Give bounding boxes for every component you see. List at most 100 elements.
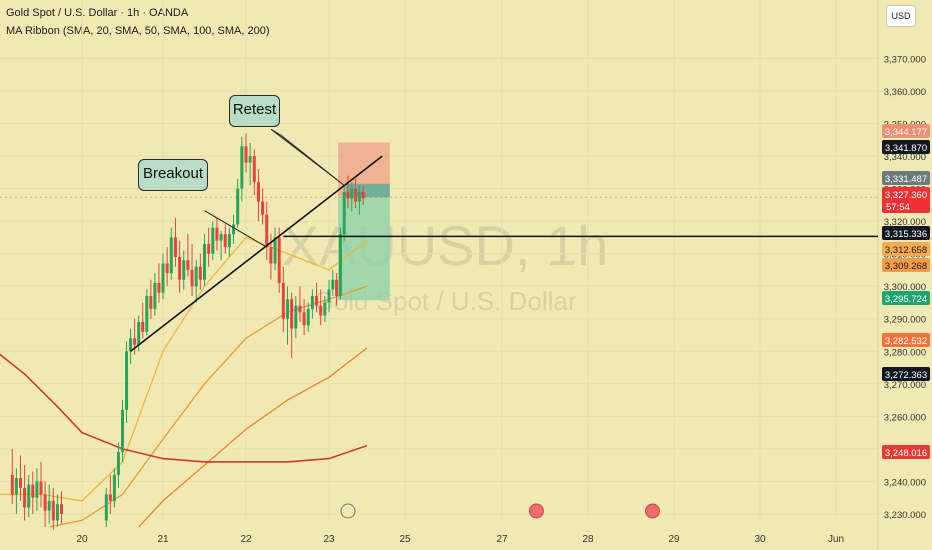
candle-body bbox=[319, 305, 323, 316]
candle-body bbox=[173, 237, 177, 257]
y-tick-label: 3,240.000 bbox=[884, 477, 926, 488]
price-tag-label: 3,272.363 bbox=[885, 370, 927, 381]
candle-body bbox=[60, 504, 63, 514]
candle-body bbox=[14, 478, 18, 495]
candle-body bbox=[338, 234, 342, 296]
price-tag-label: 3,315.336 bbox=[885, 229, 927, 240]
candle-body bbox=[51, 500, 55, 521]
candle-body bbox=[39, 481, 43, 495]
y-tick-label: 3,290.000 bbox=[884, 315, 926, 326]
x-tick-label: 29 bbox=[668, 534, 680, 545]
price-tag bbox=[882, 124, 930, 138]
candle-body bbox=[286, 299, 289, 319]
candle-body bbox=[19, 478, 22, 488]
price-tag bbox=[882, 187, 930, 213]
price-tag-label: 3,295.724 bbox=[885, 294, 927, 305]
candle-body bbox=[211, 227, 215, 254]
candle-body bbox=[153, 282, 157, 309]
candle-body bbox=[306, 308, 310, 326]
candle-body bbox=[116, 452, 120, 475]
event-marker-icon bbox=[528, 503, 544, 519]
candle-body bbox=[357, 191, 361, 202]
candle-body bbox=[248, 156, 252, 163]
candle-body bbox=[265, 214, 269, 248]
candle-body bbox=[219, 234, 223, 241]
candle-body bbox=[165, 263, 169, 274]
candle-body bbox=[223, 234, 227, 248]
candle-body bbox=[323, 302, 327, 316]
candle-body bbox=[108, 494, 112, 501]
candle-body bbox=[294, 305, 298, 329]
candle-body bbox=[331, 279, 335, 290]
candle-body bbox=[31, 484, 35, 498]
event-marker-icon bbox=[645, 503, 660, 519]
price-tag bbox=[882, 445, 930, 459]
price-tag-label: 3,282.532 bbox=[885, 336, 927, 347]
candle-body bbox=[273, 237, 277, 264]
candle-body bbox=[137, 321, 141, 345]
candle-body bbox=[145, 295, 149, 332]
price-tag bbox=[882, 258, 930, 272]
candle-body bbox=[47, 500, 51, 511]
candle-body bbox=[236, 188, 240, 225]
candle-body bbox=[55, 504, 59, 521]
candle-body bbox=[129, 338, 133, 352]
currency-button[interactable]: USD bbox=[886, 5, 916, 27]
take-profit-zone bbox=[338, 196, 390, 301]
sma-50-line bbox=[49, 285, 368, 528]
retest-callout: Retest bbox=[229, 95, 280, 127]
y-tick-label: 3,230.000 bbox=[884, 510, 926, 521]
candle-body bbox=[244, 146, 248, 163]
sma-100-line bbox=[138, 347, 368, 528]
candle-body bbox=[215, 227, 219, 241]
candle-body bbox=[354, 188, 358, 202]
candle-body bbox=[346, 191, 350, 199]
price-tag-label: 3,341.870 bbox=[885, 143, 927, 154]
price-tag-label: 3,327.360 bbox=[885, 190, 927, 201]
price-tag-label: 3,248.016 bbox=[885, 448, 927, 459]
candle-body bbox=[277, 237, 281, 283]
candle-body bbox=[161, 263, 165, 293]
x-tick-label: 27 bbox=[496, 534, 508, 545]
y-tick-label: 3,260.000 bbox=[884, 412, 926, 423]
candle-body bbox=[23, 487, 27, 508]
y-tick-label: 3,340.000 bbox=[884, 152, 926, 163]
price-tag bbox=[882, 291, 930, 305]
candle-body bbox=[207, 243, 211, 254]
x-tick-label: 20 bbox=[76, 534, 88, 545]
candle-body bbox=[182, 260, 186, 280]
candle-body bbox=[261, 201, 265, 215]
indicator-title: MA Ribbon (SMA, 20, SMA, 50, SMA, 100, S… bbox=[6, 25, 270, 37]
breakout-pointer bbox=[204, 210, 268, 248]
x-tick-label: 28 bbox=[582, 534, 594, 545]
breakout-callout: Breakout bbox=[138, 159, 208, 191]
y-tick-label: 3,280.000 bbox=[884, 347, 926, 358]
candle-body bbox=[310, 295, 314, 309]
candle-body bbox=[232, 224, 236, 235]
watermark: XAUUSD, 1h Gold Spot / U.S. Dollar bbox=[282, 214, 609, 316]
price-tag bbox=[882, 242, 930, 256]
price-tag-label: 3,331.487 bbox=[885, 174, 927, 185]
x-tick-label: 30 bbox=[754, 534, 766, 545]
candle-body bbox=[290, 299, 294, 329]
candle-body bbox=[169, 237, 173, 274]
y-tick-label: 3,300.000 bbox=[884, 282, 926, 293]
candle-body bbox=[256, 182, 260, 202]
y-tick-label: 3,270.000 bbox=[884, 380, 926, 391]
price-tag bbox=[882, 333, 930, 347]
candle-body bbox=[281, 282, 285, 319]
x-tick-label: 23 bbox=[323, 534, 335, 545]
candle-body bbox=[302, 312, 306, 326]
candle-body bbox=[104, 494, 108, 521]
candle-body bbox=[125, 351, 129, 410]
candle-body bbox=[43, 494, 47, 511]
y-tick-label: 3,360.000 bbox=[884, 87, 926, 98]
candle-body bbox=[112, 474, 116, 501]
candle-body bbox=[252, 156, 256, 183]
countdown-label: 57:54 bbox=[886, 202, 910, 213]
candle-body bbox=[240, 146, 244, 189]
candle-body bbox=[269, 247, 273, 264]
x-tick-label: Jun bbox=[828, 534, 844, 545]
candle-body bbox=[121, 409, 124, 453]
